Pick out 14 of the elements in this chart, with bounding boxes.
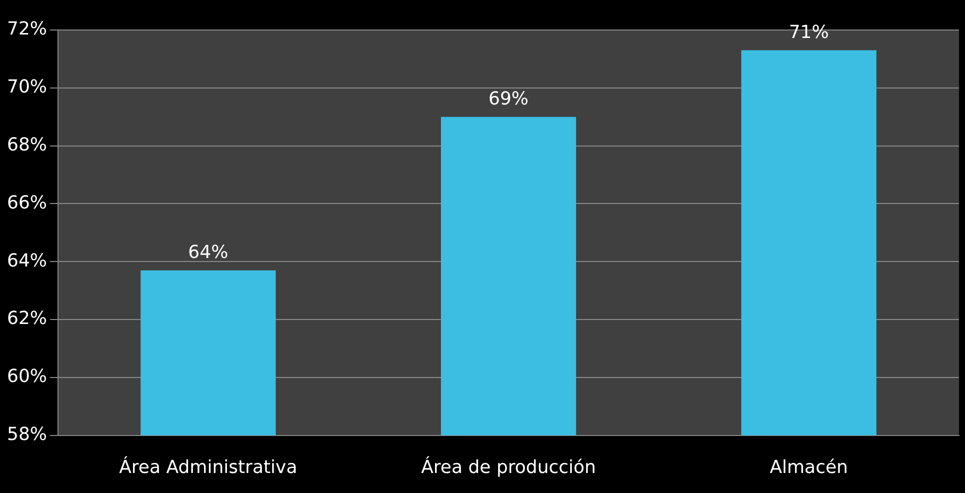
x-tick-label: Almacén bbox=[770, 456, 848, 478]
data-label: 71% bbox=[788, 22, 829, 43]
y-tick-label: 72% bbox=[6, 18, 48, 40]
data-label: 64% bbox=[188, 242, 228, 264]
y-tick-label: 64% bbox=[6, 250, 48, 272]
x-tick-label: Área de producción bbox=[421, 456, 596, 478]
y-tick-label: 58% bbox=[6, 424, 48, 446]
y-tick-label: 68% bbox=[6, 134, 48, 156]
y-tick-label: 62% bbox=[6, 308, 48, 330]
y-tick-label: 66% bbox=[6, 192, 48, 214]
data-label: 69% bbox=[488, 88, 529, 110]
x-tick-label: Área Administrativa bbox=[119, 456, 298, 478]
y-tick-label: 60% bbox=[6, 366, 48, 388]
y-tick-label: 70% bbox=[6, 76, 48, 98]
